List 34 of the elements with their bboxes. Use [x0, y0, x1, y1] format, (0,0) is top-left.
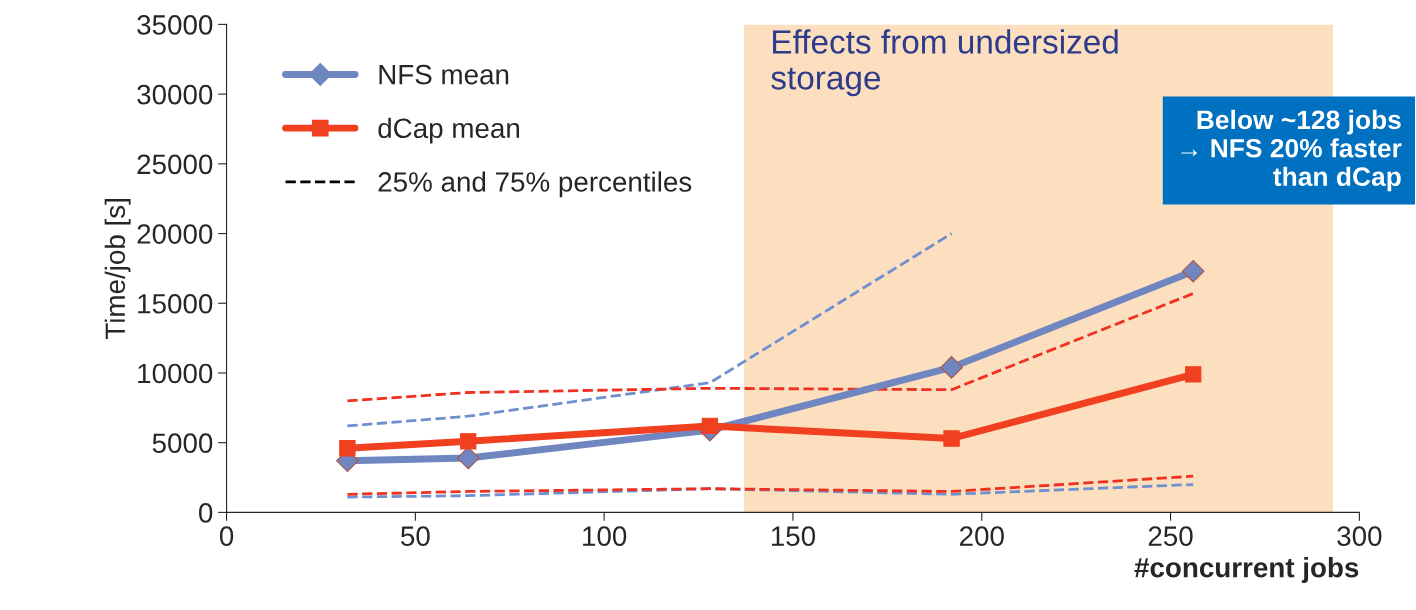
x-tick-label: 100 — [583, 526, 627, 546]
point — [943, 430, 960, 447]
x-axis-title: #concurrent jobs — [1134, 557, 1359, 583]
legend-label: NFS mean — [379, 64, 509, 85]
y-axis-title: Time/job [s] — [104, 199, 131, 340]
point — [701, 417, 719, 435]
y-tick-label: 25000 — [137, 154, 213, 175]
line-series — [346, 232, 953, 428]
y-tick-label: 15000 — [138, 293, 213, 314]
x-tick-label: 150 — [771, 526, 816, 546]
point — [1185, 366, 1202, 383]
annotation: Below ~128 jobs → NFS 20% faster than dCap — [1181, 109, 1402, 192]
line-series — [346, 474, 1195, 496]
point — [940, 356, 963, 379]
line-series — [346, 292, 1195, 403]
x-tick-label: 250 — [1148, 526, 1193, 546]
x-tick-label: 300 — [1337, 526, 1382, 546]
x-tick-label: 0 — [219, 526, 234, 546]
point — [339, 440, 356, 457]
y-tick-label: 30000 — [137, 84, 213, 105]
point — [460, 433, 477, 450]
y-tick-label: 35000 — [137, 15, 213, 35]
point — [456, 446, 480, 470]
y-tick-label: 5000 — [152, 433, 213, 454]
y-tick-label: 10000 — [138, 363, 213, 384]
y-tick-label: 0 — [199, 503, 213, 523]
legend-label: dCap mean — [378, 117, 520, 144]
x-tick-label: 50 — [401, 526, 430, 546]
y-tick-label: 20000 — [137, 224, 213, 244]
annotation: 25% and 75% percentiles — [378, 171, 692, 198]
line-series — [346, 483, 1195, 499]
point — [1181, 259, 1205, 283]
band-label: Effects from undersized storage — [771, 29, 1118, 97]
x-tick-label: 200 — [959, 526, 1004, 546]
